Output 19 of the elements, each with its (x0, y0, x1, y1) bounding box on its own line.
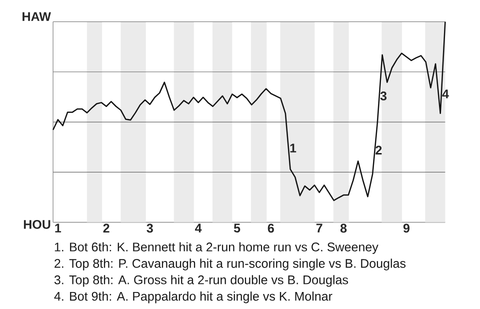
text: HAW (22, 12, 51, 21)
annotation: 4 (442, 90, 449, 98)
annotation: 1 (290, 144, 296, 152)
x-tick-label: 9 (403, 224, 410, 232)
x-tick-label: 6 (268, 224, 274, 232)
annotation: 3 (380, 91, 387, 100)
x-tick-label: 3 (146, 224, 153, 233)
x-tick-label: 1 (55, 224, 62, 232)
annotation: 2 (376, 146, 382, 154)
text: 3. Top 8th: A. Gross hit a 2-run double vs B. Douglas (54, 274, 348, 287)
x-tick-label: 7 (316, 224, 322, 232)
text: 2. Top 8th: P. Cavanaugh hit a run-scoring single vs B. Douglas (54, 258, 406, 270)
text: HOU (24, 220, 50, 229)
x-tick-label: 8 (340, 224, 347, 232)
x-tick-label: 5 (234, 224, 240, 232)
text: 4. Bot 9th: A. Pappalardo hit a single vs K. Molnar (54, 291, 332, 304)
x-tick-label: 4 (195, 224, 202, 232)
x-tick-label: 2 (103, 224, 110, 232)
text: 1. Bot 6th: K. Bennett hit a 2-run home run vs C. Sweeney (54, 242, 378, 254)
